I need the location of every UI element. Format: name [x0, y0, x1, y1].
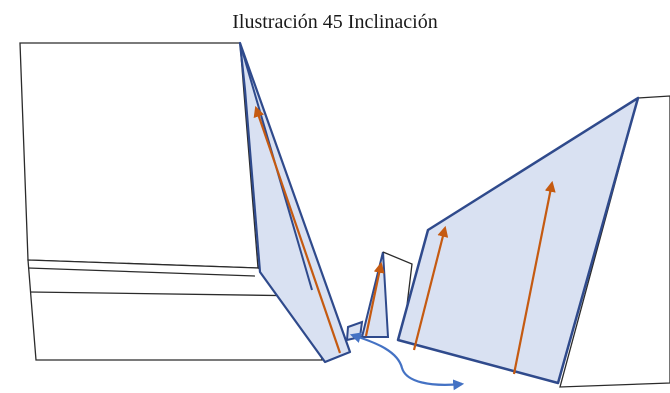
vector-arrow-right-long	[512, 180, 556, 375]
left-block-ledge-line-2	[29, 291, 313, 297]
left-plane-face	[238, 41, 352, 364]
vector-arrow-right-short	[412, 225, 449, 351]
right-inclined-plane	[396, 96, 640, 385]
right-plane-face	[396, 96, 640, 385]
figure-caption: Ilustración 45 Inclinación	[232, 11, 438, 33]
left-block-front-face	[19, 42, 259, 269]
vector-arrow-center	[364, 261, 385, 337]
right-block-back-face	[559, 95, 670, 388]
force-vectors	[253, 105, 556, 375]
right-block	[559, 95, 670, 388]
left-block-ledge-line	[27, 267, 256, 277]
rotation-arrow-icon	[349, 332, 465, 391]
left-block	[19, 42, 323, 361]
vector-arrow-left-plane	[253, 105, 342, 354]
